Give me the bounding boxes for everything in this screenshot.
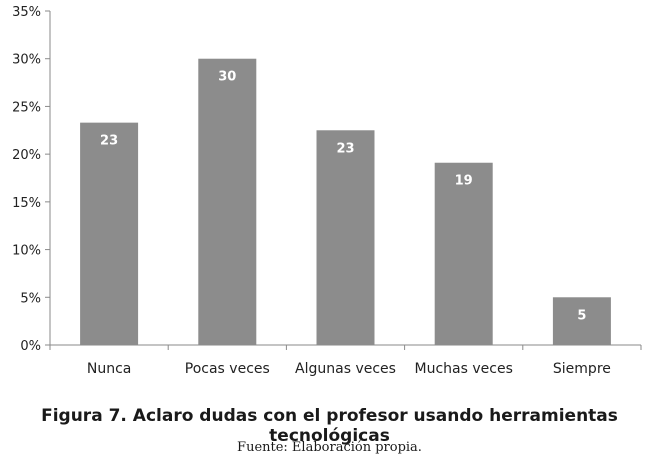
bar-data-label: 19 (455, 174, 473, 189)
bar-data-label: 5 (577, 308, 586, 323)
y-tick-label: 35% (12, 5, 41, 20)
bar-chart: 0% 5% 10% 15% 20% 25% 30% 35% Nunca Pocas veces Al… (12, 5, 642, 377)
bar-pocas-veces (198, 58, 257, 345)
bar-algunas-veces (316, 130, 375, 345)
bar-muchas-veces (434, 162, 493, 345)
bar-data-label: 23 (336, 141, 354, 156)
y-tick-label: 5% (20, 291, 41, 306)
y-tick-label: 30% (12, 53, 41, 68)
bar-data-label: 23 (100, 134, 118, 149)
x-category-label: Muchas veces (415, 361, 513, 377)
y-tick-label: 15% (12, 196, 41, 211)
x-category-label: Siempre (553, 361, 611, 377)
chart-axes: 0% 5% 10% 15% 20% 25% 30% 35% Nunca Pocas veces Al… (12, 5, 642, 377)
y-tick-label: 20% (12, 148, 41, 163)
bar-siempre (552, 297, 611, 345)
x-category-label: Nunca (87, 361, 132, 377)
figure-source: Fuente: Elaboración propia. (237, 440, 422, 455)
y-tick-label: 10% (12, 244, 41, 259)
bar-nunca (80, 122, 139, 345)
y-tick-label: 0% (20, 339, 41, 354)
x-category-label: Pocas veces (185, 361, 270, 377)
bar-data-label: 30 (218, 70, 236, 85)
x-category-label: Algunas veces (295, 361, 396, 377)
chart-bars: 23 30 23 19 5 (80, 58, 611, 345)
figure-caption: Figura 7. Aclaro dudas con el profesor u… (41, 406, 618, 446)
y-tick-label: 25% (12, 100, 41, 115)
